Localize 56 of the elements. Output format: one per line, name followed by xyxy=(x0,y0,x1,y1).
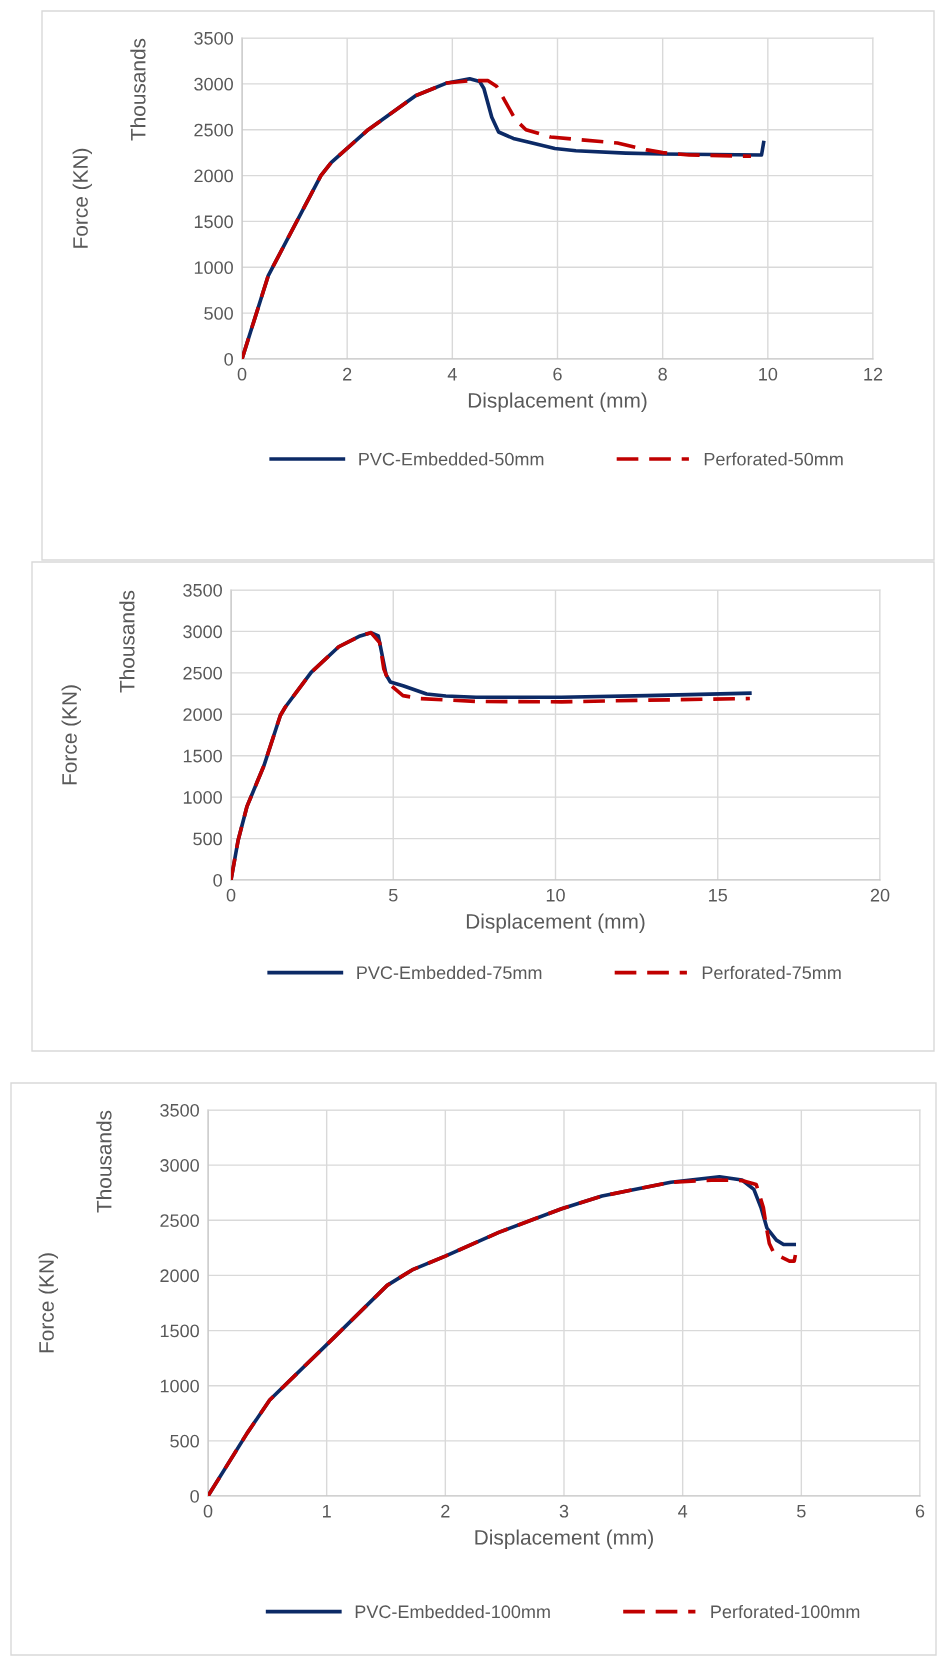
x-tick-label: 4 xyxy=(678,1505,688,1518)
y-tick-label: 1500 xyxy=(194,215,233,229)
legend-label: PVC-Embedded-75mm xyxy=(357,965,542,980)
x-axis-title: Displacement (mm) xyxy=(466,913,645,933)
x-axis-title: Displacement (mm) xyxy=(475,1529,653,1549)
x-tick-label: 12 xyxy=(864,367,883,381)
y-tick-label: 2500 xyxy=(183,666,222,680)
x-tick-label: 3 xyxy=(559,1504,569,1518)
text: Thousands xyxy=(130,38,146,141)
text: Thousands xyxy=(119,590,135,693)
y-tick-label: 500 xyxy=(204,307,233,320)
x-tick-label: 2 xyxy=(441,1504,450,1518)
legend-label: Perforated-100mm xyxy=(711,1604,860,1619)
x-tick-label: 5 xyxy=(388,889,398,902)
text: Thousands xyxy=(96,1110,112,1213)
y-tick-label: 0 xyxy=(224,352,233,366)
y-axis-title: Force (KN) xyxy=(61,685,81,785)
y-tick-label: 3500 xyxy=(183,583,222,597)
y-tick-label: 1500 xyxy=(160,1324,199,1338)
y-tick-label: 3000 xyxy=(160,1159,199,1172)
y-tick-label: 1000 xyxy=(160,1379,199,1393)
y-tick-label: 3500 xyxy=(160,1103,199,1117)
x-tick-label: 6 xyxy=(915,1504,925,1518)
y-tick-label: 0 xyxy=(213,873,222,887)
y-tick-label: 2500 xyxy=(194,123,233,137)
x-tick-label: 10 xyxy=(759,367,778,381)
y-tick-label: 0 xyxy=(190,1489,199,1503)
x-tick-label: 5 xyxy=(797,1505,806,1518)
legend-label: Perforated-75mm xyxy=(702,965,841,980)
y-tick-label: 2500 xyxy=(160,1214,199,1228)
y-tick-label: 1000 xyxy=(194,261,233,275)
y-tick-label: 3500 xyxy=(194,31,233,45)
y-tick-label: 2000 xyxy=(160,1269,199,1283)
y-tick-label: 2000 xyxy=(183,708,222,722)
x-tick-label: 10 xyxy=(546,888,565,902)
legend-label: Perforated-50mm xyxy=(704,452,843,466)
y-tick-label: 3000 xyxy=(183,625,222,639)
y-tick-label: 1500 xyxy=(183,749,222,763)
x-tick-label: 1 xyxy=(323,1505,331,1518)
x-axis-title: Displacement (mm) xyxy=(468,392,647,412)
y-tick-label: 1000 xyxy=(183,791,222,804)
x-tick-label: 4 xyxy=(447,368,457,381)
y-axis-title: Force (KN) xyxy=(72,148,92,248)
x-tick-label: 0 xyxy=(237,367,247,381)
y-tick-label: 3000 xyxy=(194,77,233,91)
y-tick-label: 500 xyxy=(170,1434,199,1448)
x-tick-label: 15 xyxy=(709,889,728,902)
x-tick-label: 2 xyxy=(343,367,352,381)
y-tick-label: 500 xyxy=(193,832,222,846)
x-tick-label: 6 xyxy=(553,367,562,381)
x-tick-label: 8 xyxy=(658,367,667,381)
legend-label: PVC-Embedded-100mm xyxy=(355,1604,550,1619)
legend-label: PVC-Embedded-50mm xyxy=(359,452,544,466)
y-axis-title: Force (KN) xyxy=(38,1253,58,1353)
x-tick-label: 20 xyxy=(870,888,890,902)
y-tick-label: 2000 xyxy=(194,169,233,183)
